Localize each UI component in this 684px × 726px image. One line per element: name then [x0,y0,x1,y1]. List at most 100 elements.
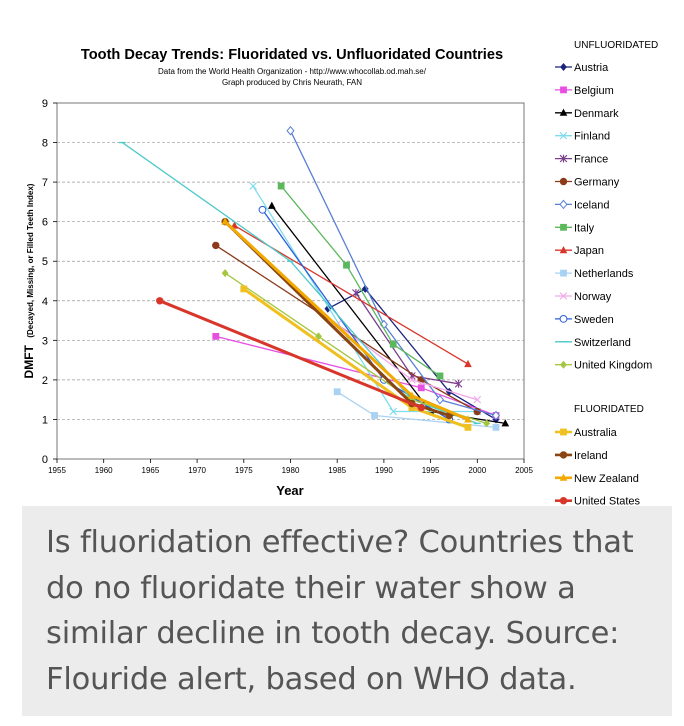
chart-subtitle-line-1: Data from the World Health Organization … [158,67,427,76]
legend-item-japan: Japan [555,245,604,257]
y-tick-label-4: 4 [42,296,48,308]
series-line-switzerland [122,142,478,425]
legend-label-new-zealand: New Zealand [574,473,639,485]
y-tick-label-8: 8 [42,138,48,150]
y-tick-label-3: 3 [42,335,48,347]
legend-label-united-states: United States [574,496,641,506]
series-line-united-states [159,299,422,409]
point-united-states-1 [417,403,425,412]
caption-box: Is fluoridation effective? Countries tha… [22,506,672,716]
point-denmark-0 [268,201,276,209]
x-axis-label: Year [276,483,303,498]
series-line-austria [327,288,497,420]
legend-item-united-kingdom: United Kingdom [555,360,652,372]
point-australia-2 [464,423,472,431]
point-new-zealand-1 [408,391,416,399]
legend-label-denmark: Denmark [574,108,619,120]
legend-item-germany: Germany [555,177,620,189]
legend-item-australia: Australia [555,427,618,439]
point-italy-1 [343,261,350,269]
point-netherlands-2 [492,423,500,431]
legend-label-iceland: Iceland [574,199,609,211]
x-tick-label-1975: 1975 [235,466,253,475]
x-tick-label-1980: 1980 [282,466,300,475]
point-sweden-0 [258,205,267,214]
legend-swatch-marker-finland [559,131,568,140]
legend-swatch-marker-denmark [559,108,568,116]
point-new-zealand-0 [221,217,229,225]
legend-label-australia: Australia [574,427,618,439]
x-tick-label-1960: 1960 [95,466,113,475]
svg-text:DMFT (Decayed, Missing,: DMFT (Decayed, Missing, or Filled Teeth … [20,183,37,378]
tooth-decay-chart: Tooth Decay Trends: Fluoridated vs. Unfl… [20,40,658,506]
point-netherlands-1 [371,412,378,419]
point-norway-1 [408,376,416,384]
legend-swatch-marker-norway [559,292,568,300]
legend-swatch-marker-france [559,154,568,163]
legend-item-belgium: Belgium [555,85,614,97]
point-belgium-1 [417,384,425,392]
point-italy-3 [436,372,444,380]
x-tick-label-1990: 1990 [375,466,393,475]
chart-subtitle-line-2: Graph produced by Chris Neurath, FAN [222,78,362,87]
legend-swatch-marker-italy [560,223,567,231]
legend-label-france: France [574,154,608,166]
x-tick-label-2005: 2005 [515,466,533,475]
point-united-kingdom-3 [483,419,491,428]
x-tick-label-1995: 1995 [422,466,440,475]
point-japan-1 [464,359,472,368]
point-italy-0 [277,182,285,190]
point-united-states-0 [156,297,164,305]
y-tick-label-2: 2 [42,375,48,387]
point-denmark-2 [501,419,510,427]
legend-label-norway: Norway [574,291,612,303]
y-tick-label-6: 6 [42,217,48,229]
legend-label-sweden: Sweden [574,314,614,326]
series-new-zealand [221,217,472,423]
legend-label-germany: Germany [574,177,620,189]
axes: 0 1 2 3 4 5 6 7 8 9 1955 1960 1965 1970 1975 1980 1985 19… [42,98,534,475]
legend-swatch-marker-united-states [559,497,568,505]
legend-item-iceland: Iceland [555,199,609,211]
x-tick-label-2000: 2000 [468,466,486,475]
x-tick-label-1955: 1955 [48,466,66,475]
x-tick-label-1970: 1970 [188,466,206,475]
legend-item-norway: Norway [555,291,612,303]
caption-text: Is fluoridation effective? Countries tha… [46,525,634,697]
legend-swatch-marker-sweden [559,315,568,323]
data-series [118,125,510,431]
point-italy-2 [389,340,397,348]
legend-swatch-marker-united-kingdom [560,360,567,369]
series-iceland [286,125,501,421]
point-australia-1 [408,404,416,411]
legend-item-austria: Austria [555,62,609,74]
legend-item-ireland: Ireland [555,450,608,462]
series-italy [277,182,444,380]
series-united-states [156,297,425,412]
x-tick-label-1965: 1965 [142,466,160,475]
point-norway-2 [473,395,482,404]
legend-item-new-zealand: New Zealand [555,473,639,485]
legend-label-austria: Austria [574,62,609,74]
legend-label-netherlands: Netherlands [574,268,634,280]
legend-swatch-marker-new-zealand [559,473,568,481]
point-austria-1 [361,284,369,293]
series-australia [240,285,472,431]
point-iceland-3 [491,410,501,421]
legend-swatch-marker-germany [559,177,568,186]
y-tick-label-7: 7 [42,177,48,189]
legend-swatch-marker-iceland [559,199,568,210]
point-iceland-0 [286,125,295,136]
legend-swatch-marker-belgium [560,86,567,94]
legend-item-switzerland: Switzerland [555,337,631,349]
point-new-zealand-2 [464,415,472,423]
legend-item-united-states: United States [555,496,641,506]
legend-label-italy: Italy [574,222,595,234]
legend-label-japan: Japan [574,245,604,257]
series-line-italy [280,185,441,377]
legend-swatch-marker-netherlands [560,269,567,277]
point-germany-0 [212,241,220,250]
legend-label-united-kingdom: United Kingdom [574,360,652,372]
legend-swatch-marker-austria [560,63,567,71]
legend-item-netherlands: Netherlands [555,268,634,280]
